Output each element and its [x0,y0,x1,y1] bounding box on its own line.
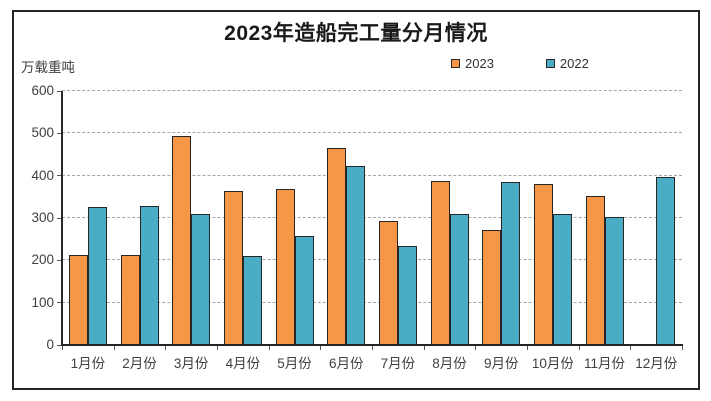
y-tick-label: 400 [31,167,54,183]
x-label-3月份: 3月份 [173,356,209,371]
bar-2023-7月份 [378,221,398,345]
x-axis-line [61,344,683,346]
x-tick [372,346,373,350]
y-tick-300 [57,217,62,219]
x-label-10月份: 10月份 [531,356,574,371]
x-axis-labels: 1月份 2月份 3月份 4月份 5月份 6月份 7月份 8月份 9月份 10月份 11月份 12月份 [62,352,682,372]
bar-2022-2月份 [139,206,159,345]
legend: 2023 2022 [451,56,589,71]
x-label-11月份: 11月份 [584,356,626,371]
bar-2022-11月份 [604,217,624,345]
legend-entry-2022: 2022 [545,56,589,71]
x-label-8月份: 8月份 [432,356,467,371]
x-tick [578,346,580,350]
bar-group-7月份 [372,91,424,345]
bar-2022-10月份 [552,214,572,345]
x-tick [217,346,218,350]
x-tick [320,346,322,350]
x-label-4月份: 4月份 [225,356,261,371]
x-label-2月份: 2月份 [122,356,157,371]
bar-2023-3月份 [172,136,192,345]
bar-group-11月份 [579,91,631,345]
bar-2022-6月份 [346,166,366,345]
x-label-1月份: 1月份 [70,356,106,371]
bar-2023-8月份 [430,180,450,345]
bar-2023-1月份 [68,255,88,345]
x-tick [682,346,683,350]
y-tick-200 [57,259,62,261]
gridline-300 [62,217,682,218]
legend-entry-2023: 2023 [451,56,494,71]
y-tick-label: 500 [31,125,54,141]
x-label-12月份: 12月份 [635,356,678,371]
bar-group-2月份 [114,91,166,345]
y-tick-label: 600 [31,83,54,98]
bar-2023-9月份 [482,229,502,345]
bar-2022-8月份 [449,213,469,345]
gridline-400 [62,174,682,176]
y-tick-label: 100 [31,294,54,310]
x-tick [268,346,270,350]
bar-2023-5月份 [275,189,295,345]
bar-2023-6月份 [327,148,347,345]
plot-area [62,91,682,345]
gridline-500 [62,132,682,134]
bar-2022-4月份 [242,256,262,345]
bar-group-1月份 [62,91,114,345]
legend-label-2022: 2022 [559,56,589,71]
y-axis-line [61,91,63,345]
y-tick-label: 200 [31,252,54,268]
legend-swatch-2023 [451,59,460,68]
gridline-200 [62,259,682,261]
y-axis-unit-label: 万载重吨 [21,60,75,75]
x-label-5月份: 5月份 [277,356,312,371]
bar-group-3月份 [165,91,217,345]
bar-2023-4月份 [223,191,243,345]
y-tick-label: 0 [46,337,54,352]
y-tick-500 [57,132,62,134]
gridline-600 [62,90,682,91]
x-tick [527,346,528,350]
bar-group-9月份 [475,91,527,345]
bar-2022-1月份 [87,206,107,345]
y-tick-400 [57,175,62,177]
bar-group-4月份 [217,91,269,345]
bar-group-12月份 [630,91,682,345]
x-tick [113,346,115,350]
x-tick [165,346,167,350]
bar-2022-9月份 [501,182,521,345]
x-tick [423,346,425,350]
x-tick [62,346,63,350]
y-tick-0 [57,344,62,346]
gridline-100 [62,301,682,303]
bar-group-8月份 [424,91,476,345]
y-tick-label: 300 [31,210,54,225]
bar-2023-10月份 [533,184,553,345]
bar-group-10月份 [527,91,579,345]
bar-2022-7月份 [397,245,417,345]
y-tick-600 [57,90,62,92]
bar-2023-2月份 [120,255,140,345]
legend-label-2023: 2023 [465,56,494,71]
bar-group-5月份 [269,91,321,345]
x-label-6月份: 6月份 [328,356,364,371]
bar-2022-3月份 [191,214,211,345]
x-label-7月份: 7月份 [380,356,416,371]
y-tick-100 [57,302,62,304]
x-tick [475,346,477,350]
bar-2022-12月份 [656,177,676,345]
legend-swatch-2022 [545,59,555,68]
bar-group-6月份 [320,91,372,345]
bar-2022-5月份 [294,236,314,345]
x-tick [630,346,632,350]
x-label-9月份: 9月份 [483,356,519,371]
chart-title: 2023年造船完工量分月情况 [224,22,488,45]
bar-2023-11月份 [585,196,605,345]
